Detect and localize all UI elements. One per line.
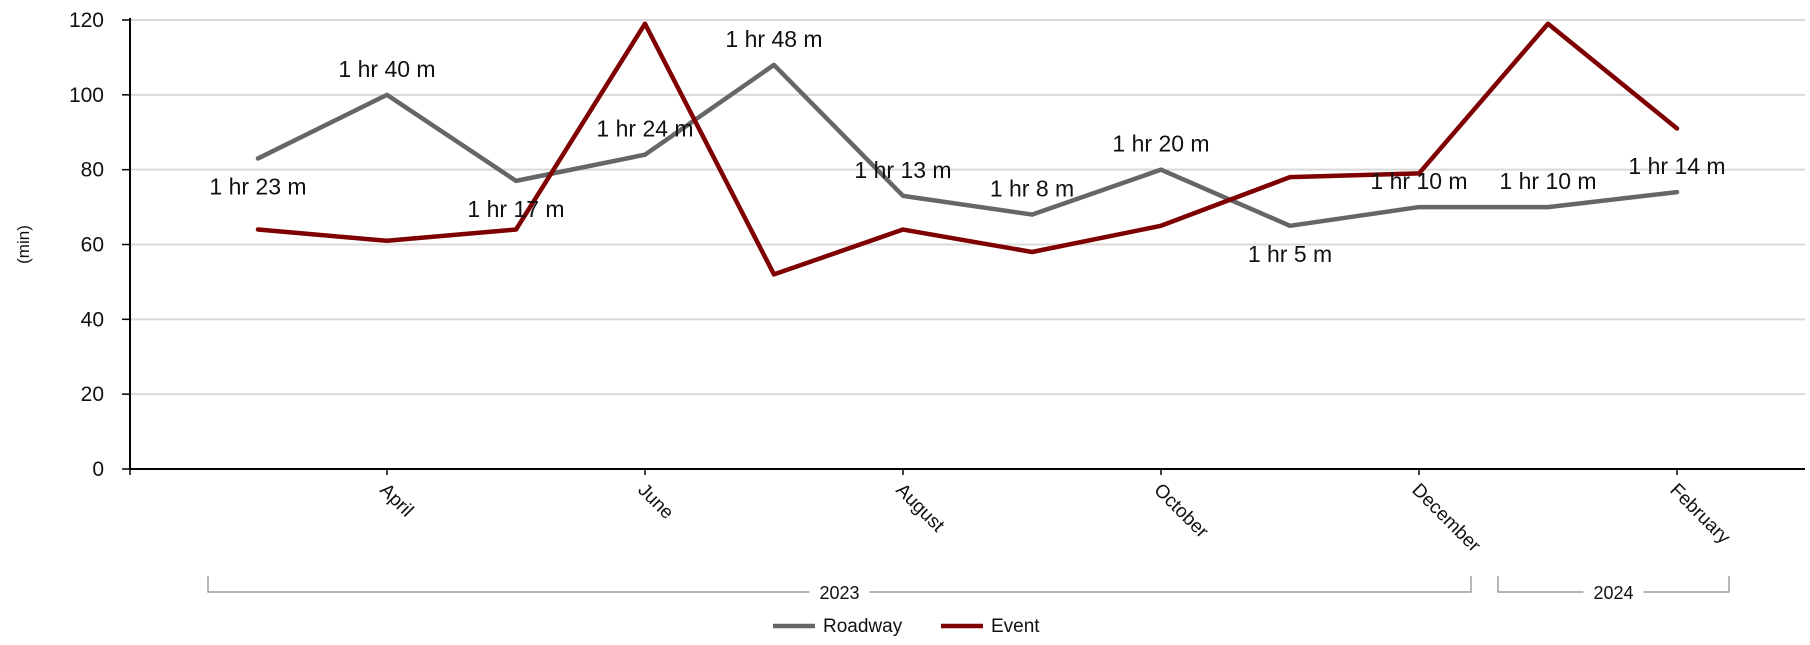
data-label: 1 hr 24 m	[596, 116, 693, 142]
series-lines	[255, 21, 1680, 277]
x-tick-label: August	[891, 480, 948, 537]
x-tick-label: April	[375, 480, 417, 522]
y-tick-label: 60	[81, 234, 104, 257]
series-line-event	[255, 21, 1680, 277]
data-label: 1 hr 8 m	[990, 176, 1074, 202]
legend: Roadway Event	[773, 616, 1040, 637]
y-tick-label: 100	[69, 84, 104, 107]
data-label: 1 hr 10 m	[1499, 168, 1596, 194]
x-tick-label: October	[1149, 480, 1212, 543]
y-tick-label: 40	[81, 308, 104, 331]
x-tick-label: February	[1665, 480, 1734, 549]
y-tick-label: 0	[92, 458, 104, 481]
legend-label-roadway: Roadway	[823, 616, 903, 637]
year-bracket	[1643, 576, 1730, 593]
year-label: 2023	[819, 583, 859, 603]
axes: 0 20 40 60 80 100 120 (min) April June August Octob…	[14, 9, 1805, 557]
year-label: 2024	[1593, 583, 1633, 603]
y-axis-title: (min)	[14, 225, 33, 264]
y-tick-label: 20	[81, 383, 104, 406]
x-tick-label: June	[633, 480, 677, 524]
data-label: 1 hr 14 m	[1628, 153, 1725, 179]
data-label: 1 hr 13 m	[854, 157, 951, 183]
data-label: 1 hr 48 m	[725, 26, 822, 52]
data-label: 1 hr 10 m	[1370, 168, 1467, 194]
data-label: 1 hr 40 m	[338, 56, 435, 82]
data-label: 1 hr 23 m	[209, 173, 306, 199]
gridlines	[130, 19, 1805, 396]
year-bracket	[1497, 576, 1584, 593]
year-bracket	[207, 576, 810, 593]
y-tick-label: 120	[69, 9, 104, 32]
year-bracket	[869, 576, 1472, 593]
legend-label-event: Event	[991, 616, 1040, 637]
data-labels: 1 hr 23 m 1 hr 40 m 1 hr 17 m 1 hr 24 m 1 hr…	[209, 26, 1725, 267]
series-line-roadway	[255, 62, 1680, 229]
x-tick-label: December	[1407, 480, 1484, 557]
year-groups: 2023 2024	[207, 576, 1730, 603]
data-label: 1 hr 17 m	[467, 196, 564, 222]
data-label: 1 hr 5 m	[1248, 241, 1332, 267]
data-label: 1 hr 20 m	[1112, 131, 1209, 157]
y-tick-label: 80	[81, 159, 104, 182]
